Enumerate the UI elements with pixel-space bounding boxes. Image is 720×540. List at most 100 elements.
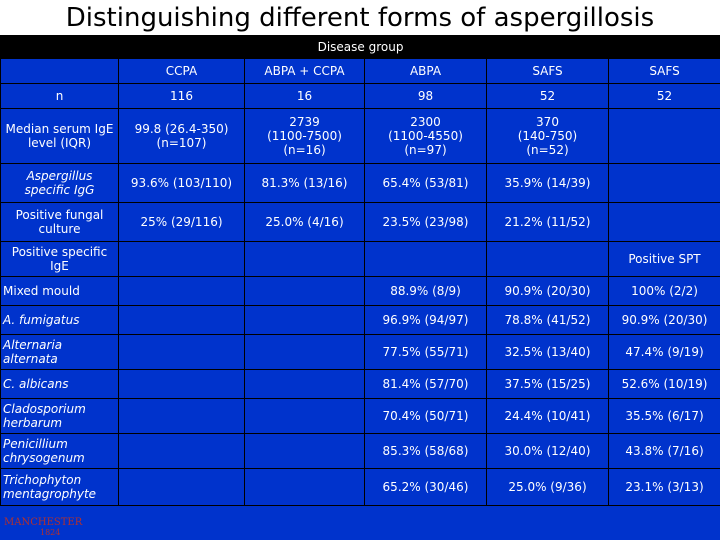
table-cell: 96.9% (94/97) bbox=[364, 305, 487, 335]
table-row-allergen: A. fumigatus 96.9% (94/97) 78.8% (41/52)… bbox=[0, 305, 720, 335]
table-cell bbox=[244, 369, 365, 399]
table-cell: 2739 (1100-7500) (n=16) bbox=[244, 108, 365, 164]
table-cell bbox=[607, 108, 720, 164]
column-header: SAFS bbox=[486, 58, 609, 84]
table-cell: 30.0% (12/40) bbox=[486, 433, 609, 469]
table-cell: 25.0% (9/36) bbox=[486, 468, 609, 506]
table-row-specific-ige: Positive specific IgE Positive SPT bbox=[0, 241, 720, 277]
table-cell: 98 bbox=[364, 83, 487, 109]
column-header-row: CCPA ABPA + CCPA ABPA SAFS SAFS bbox=[0, 58, 720, 84]
table-cell: 23.1% (3/13) bbox=[607, 468, 720, 506]
cell-line: (1100-4550) bbox=[388, 129, 463, 143]
table-cell: 77.5% (55/71) bbox=[364, 334, 487, 370]
cell-line: (1100-7500) bbox=[267, 129, 342, 143]
slide-title: Distinguishing different forms of asperg… bbox=[65, 3, 655, 33]
table-cell: 65.4% (53/81) bbox=[364, 163, 487, 203]
cell-line: 2739 bbox=[289, 115, 320, 129]
table-cell: 35.9% (14/39) bbox=[486, 163, 609, 203]
table-cell: 52 bbox=[607, 83, 720, 109]
table-cell bbox=[244, 398, 365, 434]
table-cell: 32.5% (13/40) bbox=[486, 334, 609, 370]
table-cell bbox=[364, 241, 487, 277]
table-cell: 70.4% (50/71) bbox=[364, 398, 487, 434]
table-row-allergen: Trichophyton mentagrophyte 65.2% (30/46)… bbox=[0, 468, 720, 506]
row-label: Aspergillus specific IgG bbox=[0, 163, 119, 203]
table-cell: 85.3% (58/68) bbox=[364, 433, 487, 469]
table-cell bbox=[244, 276, 365, 306]
table-row-igg: Aspergillus specific IgG 93.6% (103/110)… bbox=[0, 163, 720, 203]
table-cell: 81.3% (13/16) bbox=[244, 163, 365, 203]
table-row-allergen: Alternaria alternata 77.5% (55/71) 32.5%… bbox=[0, 334, 720, 370]
disease-group-header: Disease group bbox=[0, 35, 720, 59]
table-cell: 88.9% (8/9) bbox=[364, 276, 487, 306]
table-cell: 93.6% (103/110) bbox=[118, 163, 245, 203]
table-cell: 25.0% (4/16) bbox=[244, 202, 365, 242]
table-cell bbox=[118, 276, 245, 306]
table-cell: 81.4% (57/70) bbox=[364, 369, 487, 399]
table-cell: 90.9% (20/30) bbox=[486, 276, 609, 306]
table-cell bbox=[607, 163, 720, 203]
table-cell bbox=[118, 433, 245, 469]
table-cell bbox=[118, 334, 245, 370]
cell-line: (n=52) bbox=[526, 143, 569, 157]
cell-line: 99.8 (26.4-350) bbox=[134, 122, 229, 136]
table-cell: 65.2% (30/46) bbox=[364, 468, 487, 506]
row-label: A. fumigatus bbox=[0, 305, 119, 335]
row-label: Positive specific IgE bbox=[0, 241, 119, 277]
logo-name: MANCHESTER bbox=[4, 517, 83, 528]
table-cell bbox=[118, 241, 245, 277]
cell-line: (n=16) bbox=[283, 143, 326, 157]
table-cell: 370 (140-750) (n=52) bbox=[486, 108, 609, 164]
table-cell: 2300 (1100-4550) (n=97) bbox=[364, 108, 487, 164]
table-cell: 47.4% (9/19) bbox=[607, 334, 720, 370]
row-label: Trichophyton mentagrophyte bbox=[0, 468, 119, 506]
table-cell: 24.4% (10/41) bbox=[486, 398, 609, 434]
table-row-allergen: Cladosporium herbarum 70.4% (50/71) 24.4… bbox=[0, 398, 720, 434]
table-cell: 43.8% (7/16) bbox=[607, 433, 720, 469]
table-row-n: n 116 16 98 52 52 bbox=[0, 83, 720, 109]
table-cell bbox=[118, 398, 245, 434]
table-cell: 99.8 (26.4-350) (n=107) bbox=[118, 108, 245, 164]
table-cell bbox=[244, 433, 365, 469]
data-table: Disease group CCPA ABPA + CCPA ABPA SAFS… bbox=[0, 35, 720, 506]
table-cell: 16 bbox=[244, 83, 365, 109]
column-header: ABPA bbox=[364, 58, 487, 84]
row-label: Penicillium chrysogenum bbox=[0, 433, 119, 469]
row-label: Positive fungal culture bbox=[0, 202, 119, 242]
row-label: C. albicans bbox=[0, 369, 119, 399]
table-cell bbox=[486, 241, 609, 277]
table-cell bbox=[118, 305, 245, 335]
data-table-container: Disease group CCPA ABPA + CCPA ABPA SAFS… bbox=[0, 35, 720, 540]
table-cell: 21.2% (11/52) bbox=[486, 202, 609, 242]
table-cell: 37.5% (15/25) bbox=[486, 369, 609, 399]
logo-year: 1824 bbox=[40, 528, 61, 537]
title-bar: Distinguishing different forms of asperg… bbox=[0, 0, 720, 35]
row-label: Median serum IgE level (IQR) bbox=[0, 108, 119, 164]
table-cell: Positive SPT bbox=[607, 241, 720, 277]
column-header: CCPA bbox=[118, 58, 245, 84]
table-cell: 25% (29/116) bbox=[118, 202, 245, 242]
table-cell: 52.6% (10/19) bbox=[607, 369, 720, 399]
table-row-allergen: C. albicans 81.4% (57/70) 37.5% (15/25) … bbox=[0, 369, 720, 399]
table-row-ige: Median serum IgE level (IQR) 99.8 (26.4-… bbox=[0, 108, 720, 164]
row-label: Cladosporium herbarum bbox=[0, 398, 119, 434]
column-header: ABPA + CCPA bbox=[244, 58, 365, 84]
table-cell: 52 bbox=[486, 83, 609, 109]
cell-line: (140-750) bbox=[517, 129, 578, 143]
table-cell: 23.5% (23/98) bbox=[364, 202, 487, 242]
table-cell bbox=[244, 468, 365, 506]
table-cell: 116 bbox=[118, 83, 245, 109]
cell-line: 370 bbox=[536, 115, 559, 129]
row-label: Mixed mould bbox=[0, 276, 119, 306]
table-cell: 100% (2/2) bbox=[607, 276, 720, 306]
table-row-allergen: Penicillium chrysogenum 85.3% (58/68) 30… bbox=[0, 433, 720, 469]
table-cell bbox=[244, 241, 365, 277]
column-header: SAFS bbox=[607, 58, 720, 84]
row-label: n bbox=[0, 83, 119, 109]
row-label: Alternaria alternata bbox=[0, 334, 119, 370]
table-cell bbox=[244, 334, 365, 370]
table-row-allergen: Mixed mould 88.9% (8/9) 90.9% (20/30) 10… bbox=[0, 276, 720, 306]
table-cell bbox=[244, 305, 365, 335]
table-cell bbox=[607, 202, 720, 242]
table-row-culture: Positive fungal culture 25% (29/116) 25.… bbox=[0, 202, 720, 242]
